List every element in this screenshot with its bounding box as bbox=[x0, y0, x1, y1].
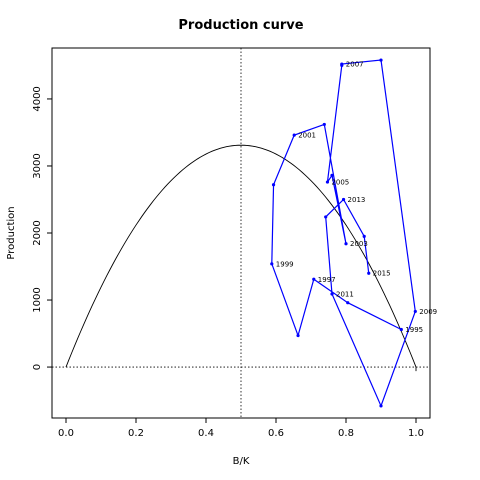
x-tick-label: 0.8 bbox=[338, 428, 354, 439]
point-label: 2007 bbox=[346, 61, 364, 69]
x-tick-label: 0.2 bbox=[128, 428, 144, 439]
data-point bbox=[312, 277, 316, 281]
point-label: 1995 bbox=[405, 326, 423, 334]
data-point bbox=[399, 327, 403, 332]
y-tick-label: 4000 bbox=[32, 86, 43, 111]
x-tick-label: 1.0 bbox=[408, 428, 424, 439]
data-point bbox=[344, 242, 348, 246]
series-layer: 1995 1997 1999 2001 2003 2005 2007 2009 2011 2013… bbox=[270, 58, 437, 408]
x-axis: 0.0 0.2 0.4 0.6 0.8 1.0 bbox=[58, 418, 424, 439]
data-point bbox=[270, 262, 274, 266]
y-tick-label: 2000 bbox=[32, 220, 43, 245]
data-point bbox=[340, 62, 344, 66]
point-label: 1999 bbox=[276, 260, 294, 268]
data-point bbox=[379, 404, 383, 408]
production-curve-layer bbox=[65, 144, 417, 372]
data-point bbox=[413, 309, 417, 314]
y-tick-label: 1000 bbox=[32, 287, 43, 312]
point-label: 2015 bbox=[373, 270, 391, 278]
point-label: 2005 bbox=[331, 179, 349, 187]
data-point bbox=[330, 292, 334, 296]
x-axis-label: B/K bbox=[233, 456, 250, 467]
point-label: 2001 bbox=[298, 132, 316, 140]
data-point bbox=[379, 58, 383, 62]
x-tick-label: 0.0 bbox=[58, 428, 74, 439]
reference-lines bbox=[52, 48, 430, 418]
y-tick-label: 0 bbox=[32, 364, 43, 370]
chart-title: Production curve bbox=[178, 18, 303, 33]
plot-frame bbox=[51, 47, 431, 419]
x-tick-label: 0.6 bbox=[268, 428, 284, 439]
data-point bbox=[362, 234, 366, 238]
point-label: 1997 bbox=[318, 276, 336, 284]
data-point bbox=[341, 197, 346, 202]
y-axis: 0 1000 2000 3000 4000 bbox=[32, 86, 52, 370]
point-label: 2011 bbox=[336, 290, 354, 298]
y-tick-label: 3000 bbox=[32, 153, 43, 178]
point-label: 2009 bbox=[419, 308, 437, 316]
point-label: 2013 bbox=[348, 196, 366, 204]
point-label: 2003 bbox=[350, 240, 368, 248]
data-point bbox=[296, 333, 300, 338]
data-point bbox=[292, 133, 296, 137]
data-point bbox=[330, 173, 334, 177]
y-axis-label: Production bbox=[6, 206, 17, 259]
series-line bbox=[271, 59, 416, 408]
data-point bbox=[367, 271, 371, 275]
data-point bbox=[346, 301, 350, 305]
x-tick-label: 0.4 bbox=[198, 428, 214, 439]
data-point bbox=[325, 180, 330, 184]
data-point bbox=[324, 215, 328, 219]
production-curve bbox=[65, 144, 417, 372]
data-point bbox=[271, 183, 276, 187]
data-point bbox=[322, 122, 326, 127]
